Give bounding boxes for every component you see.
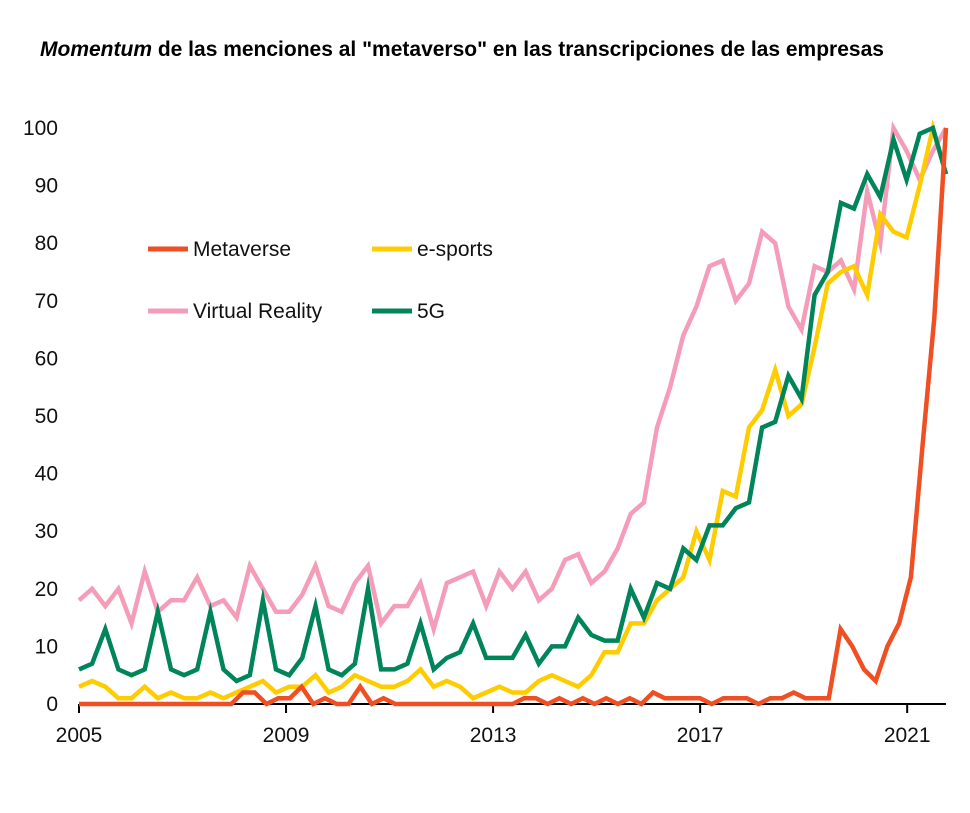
x-tick-label: 2021 [884,724,931,747]
y-tick-label: 90 [35,175,58,198]
y-tick-label: 70 [35,290,58,313]
legend-label-5g: 5G [417,300,445,323]
chart-title: Momentum de las menciones al "metaverso"… [40,38,970,62]
x-axis-ticks: 2005 2009 2013 2017 2021 [56,704,931,747]
y-tick-label: 0 [46,693,58,716]
chart-title-rest: de las menciones al "metaverso" en las t… [152,38,884,61]
x-tick-label: 2009 [263,724,310,747]
series-line-metaverse [79,127,949,707]
legend-label-metaverse: Metaverse [193,238,291,261]
x-tick-label: 2013 [470,724,517,747]
series-lines [77,118,949,707]
y-tick-label: 40 [35,463,58,486]
legend-label-virtual-reality: Virtual Reality [193,300,323,323]
y-tick-label: 80 [35,232,58,255]
legend: Metaverse e-sports Virtual Reality 5G [148,238,493,323]
y-axis-ticks: 0 10 20 30 40 50 60 70 80 90 100 [23,117,58,716]
chart-title-emphasis: Momentum [40,38,152,61]
legend-label-e-sports: e-sports [417,238,493,261]
y-tick-label: 30 [35,520,58,543]
series-line-e-sports [78,118,949,701]
x-tick-label: 2017 [677,724,724,747]
y-tick-label: 100 [23,117,58,140]
y-tick-label: 60 [35,347,58,370]
series-line-virtual-reality [77,120,948,638]
y-tick-label: 10 [35,635,58,658]
y-tick-label: 50 [35,405,58,428]
series-line-5g [78,124,949,684]
y-tick-label: 20 [35,578,58,601]
x-tick-label: 2005 [56,724,103,747]
